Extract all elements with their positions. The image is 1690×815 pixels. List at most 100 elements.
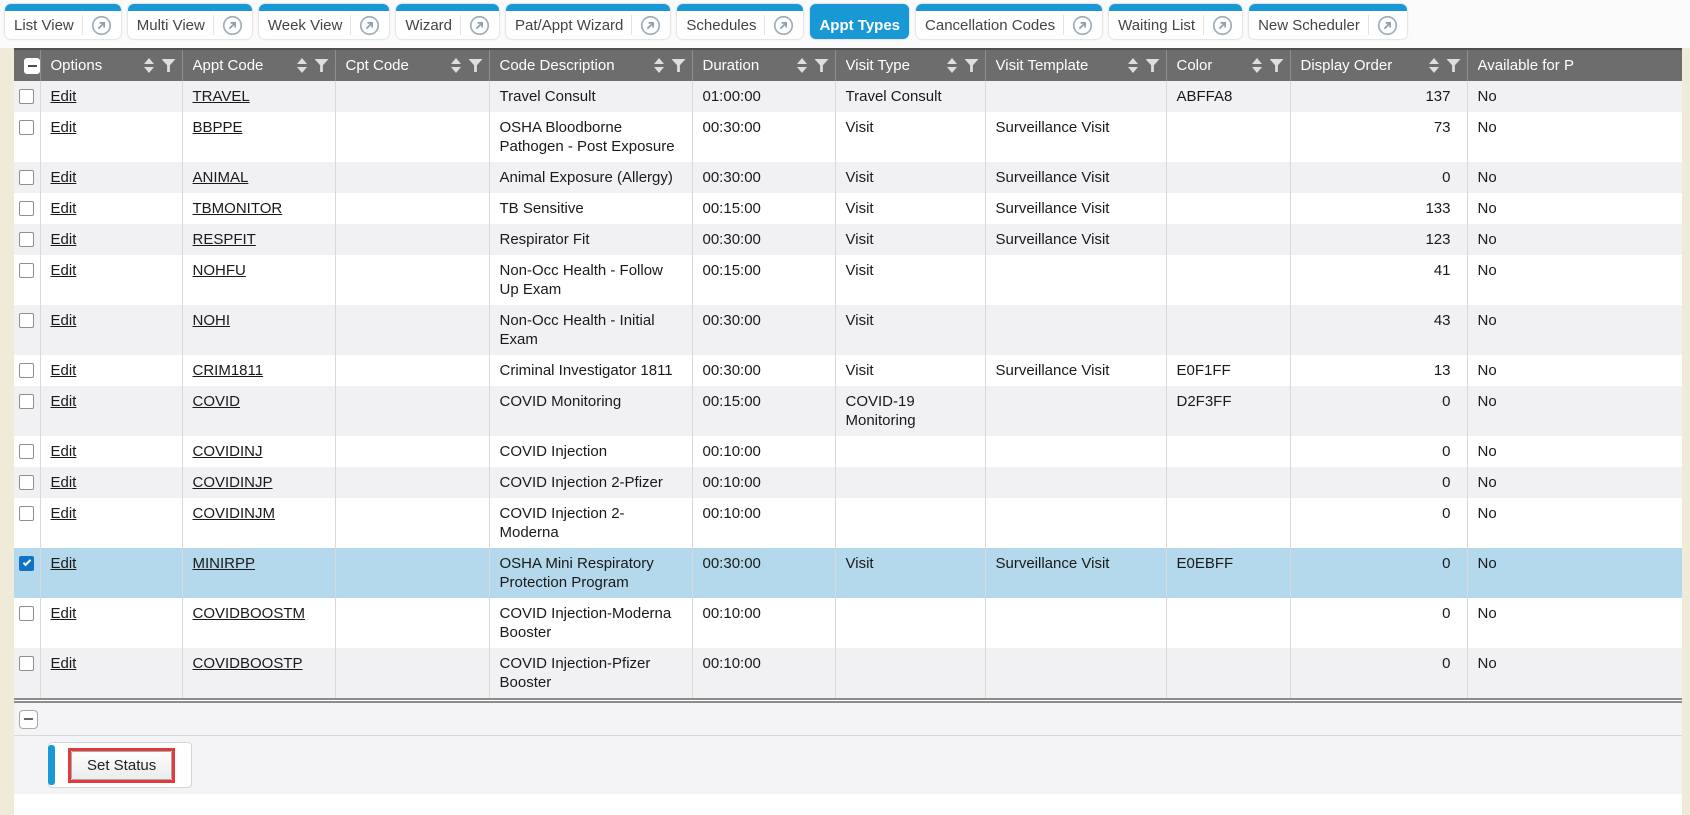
open-new-window-icon[interactable] — [1072, 15, 1093, 36]
edit-link[interactable]: Edit — [50, 200, 77, 217]
appt-code-link[interactable]: TBMONITOR — [192, 200, 283, 217]
sort-icon[interactable] — [946, 58, 957, 73]
table-header-row: Options Appt Code Cpt Code Code Description… — [14, 48, 1682, 81]
row-checkbox[interactable] — [19, 506, 35, 521]
column-header-options[interactable]: Options — [39, 48, 182, 81]
appt-code-link[interactable]: BBPPE — [192, 119, 243, 136]
edit-link[interactable]: Edit — [50, 505, 77, 522]
appt-code-link[interactable]: MINIRPP — [192, 555, 256, 572]
row-checkbox[interactable] — [19, 89, 35, 104]
filter-icon[interactable] — [1145, 59, 1160, 72]
tab-list-view[interactable]: List View — [5, 4, 121, 39]
edit-link[interactable]: Edit — [50, 312, 77, 329]
edit-link[interactable]: Edit — [50, 443, 77, 460]
cell-visit-template: Surveillance Visit — [984, 548, 1166, 598]
tab-new-scheduler[interactable]: New Scheduler — [1249, 4, 1407, 39]
edit-link[interactable]: Edit — [50, 231, 77, 248]
column-header-code-description[interactable]: Code Description — [488, 48, 692, 81]
row-checkbox[interactable] — [19, 363, 35, 378]
appt-code-link[interactable]: COVIDINJP — [192, 474, 273, 491]
filter-icon[interactable] — [1269, 59, 1284, 72]
column-header-display-order[interactable]: Display Order — [1289, 48, 1467, 81]
checkbox-cell — [14, 548, 40, 598]
set-status-button[interactable]: Set Status — [71, 750, 173, 780]
appt-code-link[interactable]: NOHI — [192, 312, 231, 329]
open-new-window-icon[interactable] — [773, 15, 794, 36]
column-header-available-for-p[interactable]: Available for P — [1466, 48, 1682, 81]
edit-link[interactable]: Edit — [50, 393, 77, 410]
sort-icon[interactable] — [1251, 58, 1262, 73]
open-new-window-icon[interactable] — [469, 15, 490, 36]
edit-link[interactable]: Edit — [50, 555, 77, 572]
tab-wizard[interactable]: Wizard — [396, 4, 500, 39]
row-checkbox[interactable] — [19, 313, 35, 328]
filter-icon[interactable] — [468, 59, 483, 72]
open-new-window-icon[interactable] — [222, 15, 243, 36]
filter-icon[interactable] — [814, 59, 829, 72]
column-header-color[interactable]: Color — [1165, 48, 1290, 81]
open-new-window-icon[interactable] — [91, 15, 112, 36]
row-checkbox[interactable] — [19, 606, 35, 621]
edit-link[interactable]: Edit — [50, 119, 77, 136]
edit-link[interactable]: Edit — [50, 605, 77, 622]
appt-code-link[interactable]: NOHFU — [192, 262, 246, 279]
filter-icon[interactable] — [314, 59, 329, 72]
appt-code-link[interactable]: ANIMAL — [192, 169, 249, 186]
cell-options: Edit — [39, 305, 182, 355]
tab-week-view[interactable]: Week View — [258, 4, 390, 39]
tab-cancellation-codes[interactable]: Cancellation Codes — [916, 4, 1103, 39]
row-checkbox[interactable] — [19, 232, 35, 247]
edit-link[interactable]: Edit — [50, 262, 77, 279]
edit-link[interactable]: Edit — [50, 474, 77, 491]
collapse-toggle[interactable] — [19, 709, 38, 729]
appt-code-link[interactable]: COVIDINJ — [192, 443, 263, 460]
tab-multi-view[interactable]: Multi View — [127, 4, 252, 39]
filter-icon[interactable] — [964, 59, 979, 72]
tab-waiting-list[interactable]: Waiting List — [1109, 4, 1243, 39]
row-checkbox[interactable] — [19, 475, 35, 490]
open-new-window-icon[interactable] — [1377, 15, 1398, 36]
appt-code-link[interactable]: CRIM1811 — [192, 362, 264, 379]
open-new-window-icon[interactable] — [1212, 15, 1233, 36]
appt-code-link[interactable]: RESPFIT — [192, 231, 256, 248]
row-checkbox[interactable] — [19, 201, 35, 216]
tab-schedules[interactable]: Schedules — [677, 4, 804, 39]
column-header-appt-code[interactable]: Appt Code — [181, 48, 335, 81]
filter-icon[interactable] — [671, 59, 686, 72]
row-checkbox[interactable] — [19, 120, 35, 135]
row-checkbox[interactable] — [19, 394, 35, 409]
appt-code-link[interactable]: TRAVEL — [192, 88, 250, 105]
column-header-duration[interactable]: Duration — [691, 48, 835, 81]
tab-pat-appt-wizard[interactable]: Pat/Appt Wizard — [506, 4, 671, 39]
appt-code-link[interactable]: COVID — [192, 393, 241, 410]
sort-icon[interactable] — [450, 58, 461, 73]
edit-link[interactable]: Edit — [50, 655, 77, 672]
filter-icon[interactable] — [161, 59, 176, 72]
column-header-visit-type[interactable]: Visit Type — [834, 48, 985, 81]
edit-link[interactable]: Edit — [50, 88, 77, 105]
row-checkbox[interactable] — [19, 170, 35, 185]
appt-code-link[interactable]: COVIDBOOSTP — [192, 655, 303, 672]
cell-color — [1165, 436, 1290, 467]
open-new-window-icon[interactable] — [640, 15, 661, 36]
sort-icon[interactable] — [143, 58, 154, 73]
sort-icon[interactable] — [1127, 58, 1138, 73]
edit-link[interactable]: Edit — [50, 169, 77, 186]
column-header-cpt-code[interactable]: Cpt Code — [334, 48, 489, 81]
row-checkbox[interactable] — [19, 444, 35, 459]
open-new-window-icon[interactable] — [359, 15, 380, 36]
sort-icon[interactable] — [796, 58, 807, 73]
row-checkbox[interactable] — [19, 556, 35, 571]
appt-code-link[interactable]: COVIDBOOSTM — [192, 605, 306, 622]
row-checkbox[interactable] — [19, 656, 35, 671]
select-all-toggle[interactable] — [24, 57, 40, 74]
sort-icon[interactable] — [296, 58, 307, 73]
tab-appt-types[interactable]: Appt Types — [810, 4, 910, 39]
row-checkbox[interactable] — [19, 263, 35, 278]
filter-icon[interactable] — [1446, 59, 1461, 72]
sort-icon[interactable] — [1428, 58, 1439, 73]
edit-link[interactable]: Edit — [50, 362, 77, 379]
column-header-visit-template[interactable]: Visit Template — [984, 48, 1166, 81]
appt-code-link[interactable]: COVIDINJM — [192, 505, 276, 522]
sort-icon[interactable] — [653, 58, 664, 73]
